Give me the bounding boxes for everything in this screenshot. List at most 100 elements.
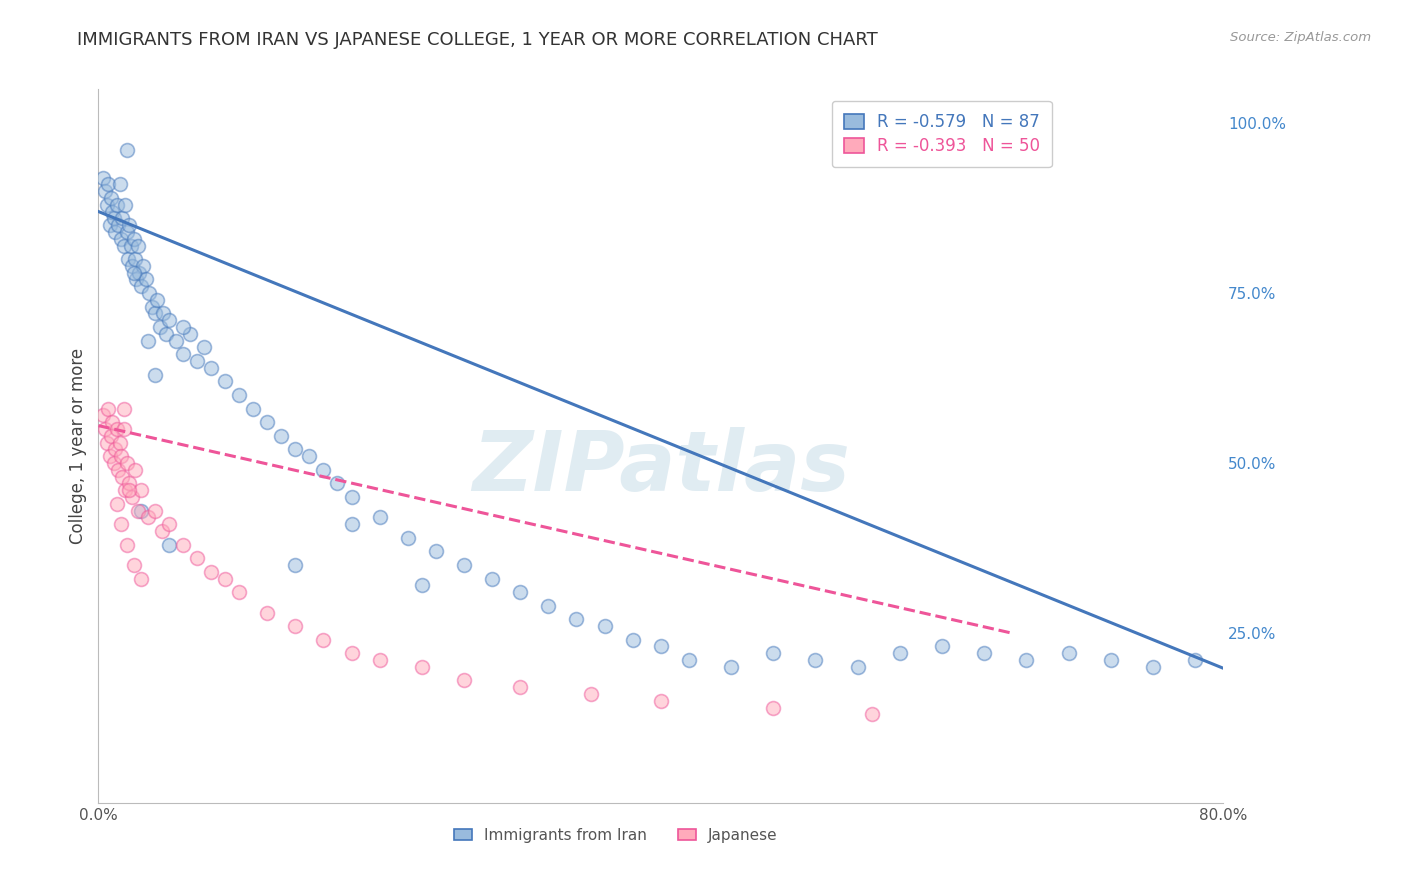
Point [1142, 660, 1164, 674]
Point [411, 660, 433, 674]
Point [135, 272, 157, 286]
Point [579, 687, 602, 701]
Point [143, 306, 166, 320]
Point [453, 673, 475, 688]
Point [284, 619, 307, 633]
Point [312, 632, 335, 647]
Point [120, 238, 142, 252]
Point [115, 456, 138, 470]
Point [200, 360, 222, 375]
Point [340, 646, 363, 660]
Point [537, 599, 560, 613]
Point [136, 334, 159, 348]
Point [114, 483, 136, 498]
Point [110, 232, 132, 246]
Point [340, 517, 363, 532]
Point [860, 707, 883, 722]
Point [411, 578, 433, 592]
Point [368, 653, 391, 667]
Point [256, 606, 278, 620]
Point [122, 558, 145, 572]
Point [104, 442, 127, 457]
Point [242, 401, 264, 416]
Text: Source: ZipAtlas.com: Source: ZipAtlas.com [1230, 31, 1371, 45]
Point [101, 415, 124, 429]
Point [129, 279, 152, 293]
Point [1184, 653, 1206, 667]
Point [118, 476, 141, 491]
Point [1099, 653, 1122, 667]
Point [593, 619, 616, 633]
Point [136, 510, 159, 524]
Text: IMMIGRANTS FROM IRAN VS JAPANESE COLLEGE, 1 YEAR OR MORE CORRELATION CHART: IMMIGRANTS FROM IRAN VS JAPANESE COLLEGE… [77, 31, 879, 49]
Text: ZIPatlas: ZIPatlas [472, 427, 849, 508]
Point [143, 368, 166, 382]
Point [124, 252, 146, 266]
Point [91, 409, 114, 423]
Point [425, 544, 447, 558]
Point [117, 252, 139, 266]
Point [97, 401, 120, 416]
Point [481, 572, 503, 586]
Point [94, 422, 117, 436]
Point [200, 565, 222, 579]
Point [678, 653, 700, 667]
Point [101, 204, 124, 219]
Point [157, 517, 180, 532]
Point [340, 490, 363, 504]
Point [129, 572, 152, 586]
Point [114, 198, 136, 212]
Point [118, 218, 141, 232]
Point [172, 347, 194, 361]
Point [165, 334, 187, 348]
Point [931, 640, 953, 654]
Point [396, 531, 419, 545]
Point [650, 694, 672, 708]
Point [132, 259, 155, 273]
Point [107, 218, 129, 232]
Point [804, 653, 827, 667]
Point [129, 483, 152, 498]
Point [762, 646, 785, 660]
Point [973, 646, 995, 660]
Point [152, 306, 174, 320]
Point [270, 429, 292, 443]
Point [105, 422, 128, 436]
Point [256, 415, 278, 429]
Point [186, 551, 208, 566]
Point [98, 449, 121, 463]
Point [118, 483, 141, 498]
Point [110, 517, 132, 532]
Point [284, 558, 307, 572]
Point [157, 537, 180, 551]
Point [100, 191, 122, 205]
Legend: Immigrants from Iran, Japanese: Immigrants from Iran, Japanese [447, 822, 785, 848]
Point [103, 211, 125, 226]
Point [96, 435, 118, 450]
Point [143, 503, 166, 517]
Point [91, 170, 114, 185]
Point [846, 660, 869, 674]
Point [125, 272, 148, 286]
Point [312, 463, 335, 477]
Point [149, 320, 172, 334]
Point [124, 463, 146, 477]
Point [127, 503, 149, 517]
Point [138, 286, 160, 301]
Point [1015, 653, 1038, 667]
Point [105, 198, 128, 212]
Point [762, 700, 785, 714]
Point [108, 435, 131, 450]
Point [179, 326, 201, 341]
Point [104, 225, 127, 239]
Point [110, 449, 132, 463]
Point [228, 585, 250, 599]
Point [157, 313, 180, 327]
Point [112, 401, 135, 416]
Point [129, 503, 152, 517]
Point [284, 442, 307, 457]
Point [112, 238, 135, 252]
Point [128, 266, 150, 280]
Point [141, 300, 163, 314]
Point [509, 680, 531, 694]
